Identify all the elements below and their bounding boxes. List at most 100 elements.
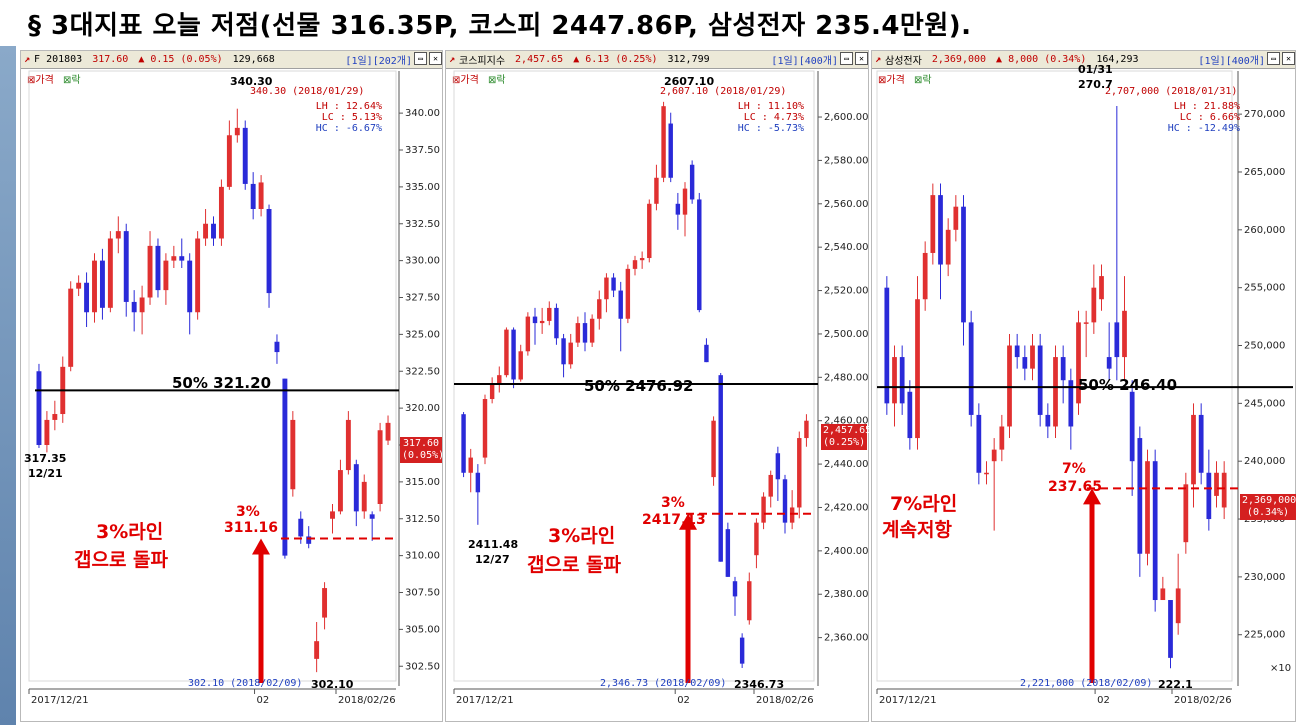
candle-body	[711, 420, 716, 478]
symbol-name: 코스피지수	[459, 56, 506, 67]
pct-label: 7%	[1062, 461, 1086, 477]
candle-body	[475, 472, 481, 493]
candle-body	[525, 316, 531, 352]
low-label: 2,221,000 (2018/02/09)	[1020, 678, 1153, 689]
candle-body	[589, 318, 595, 343]
expand-arrow-icon[interactable]: ↗	[875, 54, 882, 65]
candle-body	[547, 307, 552, 321]
close-icon[interactable]: ✕	[429, 52, 442, 65]
legend-lock[interactable]: ⊠락	[487, 75, 506, 86]
period-selector[interactable]: [1일]	[345, 56, 373, 67]
candle-body	[647, 203, 652, 259]
y-tick-label: 337.50	[405, 145, 440, 156]
candle-body	[1198, 414, 1204, 473]
expand-arrow-icon[interactable]: ↗	[24, 54, 31, 65]
minimize-icon[interactable]: ▭	[1267, 52, 1280, 65]
stat-lh: LH : 12.64%	[315, 101, 382, 112]
candle-body	[1106, 357, 1112, 369]
y-tick-label: 307.50	[405, 588, 440, 599]
y-tick-label: 255,000	[1244, 283, 1285, 294]
candle-body	[991, 449, 997, 462]
candle-body	[171, 256, 177, 261]
big-note-line2: 갭으로 돌파	[527, 554, 622, 576]
legend-price[interactable]: ⊠가격	[452, 75, 479, 86]
high-label: 2,707,000 (2018/01/31)	[1105, 86, 1238, 97]
candle-body	[1099, 276, 1104, 300]
stat-lc: LC : 4.73%	[743, 112, 804, 123]
pct-value: 311.16	[224, 520, 279, 536]
big-note-line1: 7%라인	[890, 493, 958, 515]
legend-price[interactable]: ⊠가격	[27, 75, 54, 86]
pct-label: 3%	[661, 495, 685, 511]
symbol-name: F 201803	[34, 54, 83, 65]
candle-body	[739, 637, 745, 664]
candle-body	[907, 391, 913, 439]
close-icon[interactable]: ✕	[1282, 52, 1295, 65]
candle-body	[482, 399, 488, 458]
y-tick-label: 320.00	[405, 403, 440, 414]
minimize-icon[interactable]: ▭	[840, 52, 853, 65]
annot-top-date: 01/31	[1078, 63, 1113, 76]
plot-frame	[876, 70, 1233, 682]
candle-body	[353, 464, 359, 512]
candle-body	[654, 177, 659, 204]
candle-body	[266, 209, 272, 294]
stat-hc: HC : -6.67%	[315, 123, 382, 134]
candle-body	[597, 299, 602, 319]
candle-body	[961, 206, 966, 323]
candle-body	[632, 260, 638, 269]
candle-body	[1060, 357, 1066, 381]
legend-price[interactable]: ⊠가격	[878, 75, 905, 86]
candle-body	[1007, 345, 1012, 427]
candle-body	[337, 470, 343, 512]
high-label: 2,607.10 (2018/01/29)	[660, 86, 787, 97]
y-tick-label: 2,580.00	[824, 155, 868, 166]
close-icon[interactable]: ✕	[855, 52, 868, 65]
candle-body	[92, 260, 97, 313]
count-selector[interactable]: [400개]	[798, 56, 838, 67]
candle-body	[147, 245, 153, 298]
candle-body	[689, 164, 695, 200]
count-selector[interactable]: [202개]	[372, 56, 412, 67]
candle-body	[179, 256, 185, 261]
price-change: ▲ 6.13 (0.25%)	[573, 54, 658, 65]
candle-body	[1022, 357, 1028, 369]
candle-body	[1168, 600, 1173, 658]
page-title: § 3대지표 오늘 저점(선물 316.35P, 코스피 2447.86P, 삼…	[28, 10, 972, 41]
candle-body	[1114, 322, 1120, 358]
y-tick-label: 327.50	[405, 293, 440, 304]
y-tick-label: 250,000	[1244, 341, 1285, 352]
candle-body	[518, 351, 523, 380]
candle-body	[203, 223, 209, 239]
y-tick-label: 2,480.00	[824, 372, 868, 383]
candle-body	[107, 238, 113, 308]
candle-body	[984, 472, 989, 475]
stats-box: LH : 11.10% LC : 4.73% HC : -5.73%	[722, 101, 804, 134]
candle-body	[1206, 472, 1212, 520]
x-tick-label: 2018/02/26	[1174, 695, 1232, 706]
candle-body	[754, 522, 759, 556]
count-selector[interactable]: [400개]	[1225, 56, 1265, 67]
candlestick-chart: 270,000 265,000 260,000 255,000 250,000 245,0…	[876, 70, 1293, 706]
legend-lock[interactable]: ⊠락	[62, 75, 81, 86]
candle-body	[953, 206, 959, 230]
candle-body	[1191, 414, 1196, 485]
candle-body	[618, 290, 623, 319]
expand-arrow-icon[interactable]: ↗	[449, 54, 456, 65]
period-selector[interactable]: [1일]	[1198, 56, 1226, 67]
candle-body	[1122, 310, 1127, 358]
red-arrow-head	[252, 538, 270, 555]
period-selector[interactable]: [1일]	[771, 56, 799, 67]
candle-body	[675, 203, 681, 215]
legend-lock[interactable]: ⊠락	[913, 75, 932, 86]
annot-top: 340.30	[230, 75, 273, 88]
candle-body	[163, 260, 169, 291]
candle-body	[250, 183, 256, 209]
annot-low-value: 2411.48	[468, 538, 519, 551]
y-tick-label: 2,540.00	[824, 242, 868, 253]
chart-panel-futures: ↗ F 201803 317.60 ▲ 0.15 (0.05%) 129,668…	[20, 50, 443, 722]
candle-body	[345, 419, 351, 471]
stats-box: LH : 21.88% LC : 6.66% HC : -12.49%	[1158, 101, 1240, 134]
minimize-icon[interactable]: ▭	[414, 52, 427, 65]
candle-body	[718, 375, 723, 562]
